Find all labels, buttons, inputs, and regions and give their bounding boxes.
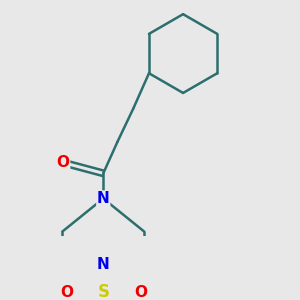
Text: N: N [97,257,110,272]
Text: O: O [134,285,147,300]
Text: N: N [97,191,110,206]
Text: O: O [57,155,70,170]
Text: O: O [60,285,73,300]
Text: S: S [97,283,109,300]
